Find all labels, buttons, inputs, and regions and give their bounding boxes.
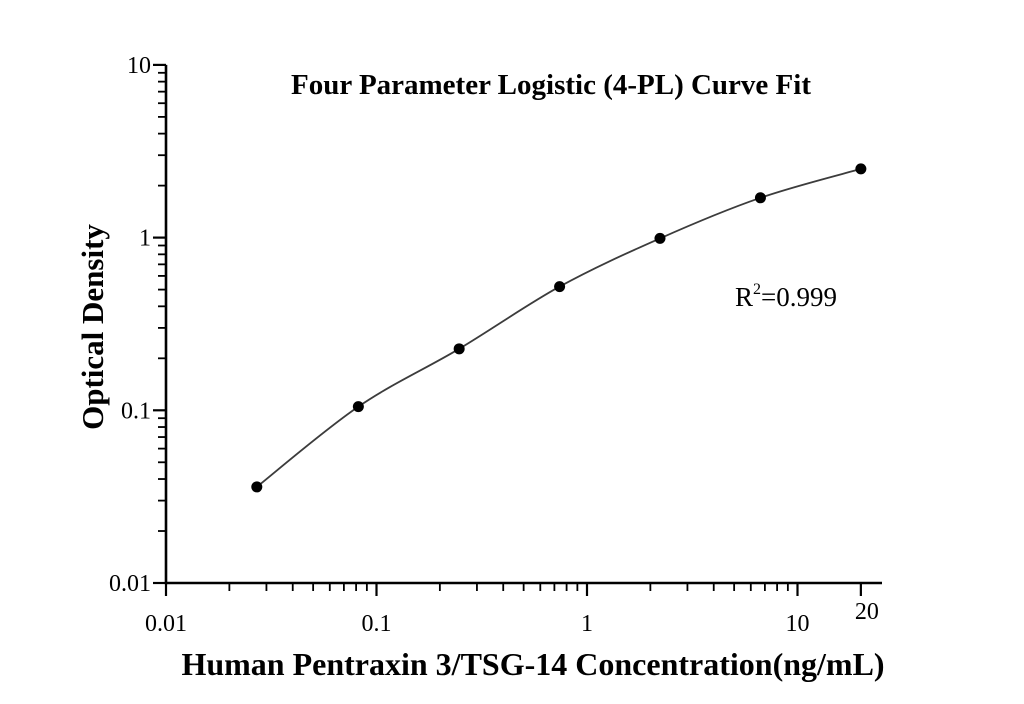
x-tick-label: 1	[581, 611, 593, 637]
x-tick-label: 20	[855, 599, 879, 625]
r-squared-sup: 2	[753, 281, 762, 298]
r-squared-annotation: R2=0.999	[735, 281, 837, 313]
r-squared-rest: =0.999	[761, 282, 837, 312]
data-point	[554, 281, 566, 293]
y-tick-label: 0.1	[121, 398, 151, 424]
data-point	[453, 343, 465, 355]
y-tick-label: 10	[127, 53, 151, 79]
chart-title: Four Parameter Logistic (4-PL) Curve Fit	[291, 69, 811, 101]
data-point	[855, 163, 867, 175]
y-tick-label: 0.01	[109, 571, 151, 597]
x-axis-label: Human Pentraxin 3/TSG-14 Concentration(n…	[181, 646, 885, 682]
x-tick-label: 0.1	[362, 611, 392, 637]
x-tick-label: 0.01	[145, 611, 187, 637]
r-squared-base: R	[735, 282, 754, 312]
data-point	[754, 192, 766, 204]
x-tick-label: 10	[786, 611, 810, 637]
y-tick-label: 1	[139, 226, 151, 252]
data-point	[251, 481, 263, 493]
data-point	[654, 232, 666, 244]
fit-curve	[256, 168, 862, 488]
data-point	[352, 401, 364, 413]
